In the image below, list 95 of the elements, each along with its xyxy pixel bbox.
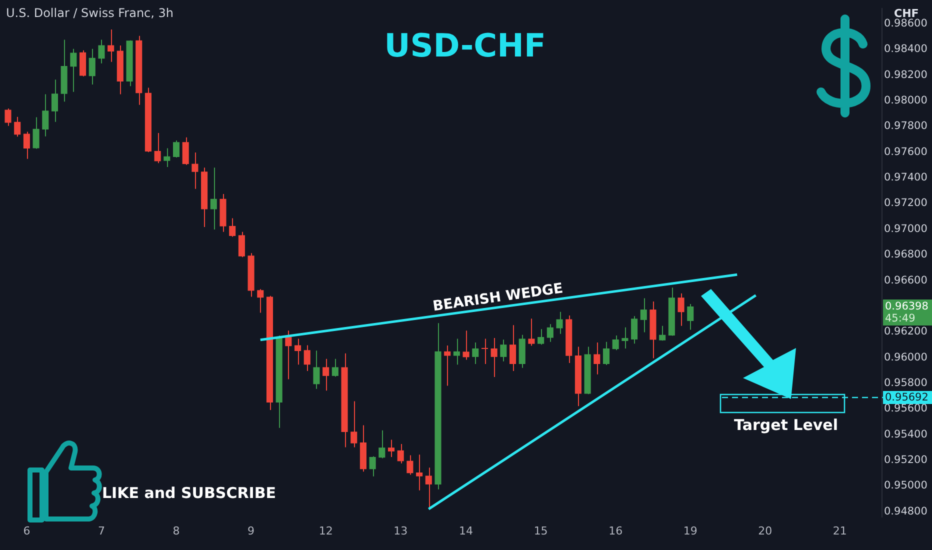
candlestick: [42, 94, 49, 137]
y-tick-label: 0.97000: [884, 222, 928, 235]
candlestick: [285, 330, 292, 380]
candlestick: [406, 454, 414, 476]
chart-subtitle: U.S. Dollar / Swiss Franc, 3h: [6, 6, 174, 20]
candlestick: [164, 148, 170, 168]
candlestick: [678, 292, 684, 326]
candlestick: [51, 79, 58, 122]
candlestick: [659, 325, 666, 342]
x-tick-label: 19: [683, 524, 698, 538]
text: 0.96398: [885, 300, 928, 313]
candlestick: [378, 430, 386, 459]
candlestick: [70, 48, 77, 92]
candlestick: [490, 338, 498, 378]
y-tick-label: 0.96800: [884, 248, 928, 261]
candlestick: [304, 344, 310, 372]
candlestick: [108, 28, 114, 62]
candlestick: [602, 341, 610, 366]
y-tick-label: 0.95400: [884, 428, 928, 440]
y-tick-label: 0.96600: [884, 274, 928, 286]
candlestick: [416, 454, 423, 491]
candlestick: [612, 334, 619, 351]
candlestick: [546, 324, 554, 342]
candlestick: [453, 338, 460, 366]
candlestick: [622, 326, 628, 349]
candlestick: [23, 131, 30, 160]
y-tick-label: 0.96000: [884, 351, 928, 364]
candlestick: [640, 298, 647, 333]
candlestick: [369, 456, 376, 477]
candlestick: [481, 338, 488, 364]
y-tick-label: 0.95000: [884, 480, 928, 492]
candlestick: [14, 116, 21, 138]
annotation: LIKE and SUBSCRIBE: [102, 484, 276, 502]
candlestick: [510, 324, 516, 372]
candlestick: [538, 328, 544, 346]
candlestick: [350, 400, 358, 448]
x-tick-label: 13: [394, 524, 408, 538]
ref-line-label: 0.95692: [885, 392, 928, 404]
candlestick: [397, 443, 404, 464]
annotation: Target Level: [734, 416, 838, 434]
candlestick: [229, 218, 236, 238]
candlestick: [182, 136, 189, 166]
candlestick: [210, 167, 217, 230]
x-tick-label: 7: [98, 524, 105, 538]
candlestick: [631, 316, 638, 344]
y-tick-label: 0.95600: [884, 402, 928, 415]
candlestick: [500, 339, 507, 362]
candlestick: [238, 231, 245, 258]
y-axis-title: CHF: [894, 6, 919, 20]
candlestick: [192, 152, 198, 190]
candlestick: [98, 39, 105, 64]
y-tick-label: 0.98200: [884, 68, 928, 81]
candlestick: [172, 140, 180, 158]
candlestick: [594, 342, 600, 375]
candlestick: [687, 304, 694, 330]
candlestick: [257, 288, 264, 314]
candlestick: [444, 345, 451, 386]
x-tick-label: 20: [758, 524, 772, 538]
text: 45:49: [885, 312, 916, 325]
candlestick: [556, 311, 563, 334]
candlestick: [313, 350, 320, 390]
y-tick-label: 0.98600: [884, 17, 928, 30]
y-tick-label: 0.94800: [884, 505, 928, 518]
y-tick-label: 0.97800: [884, 120, 928, 132]
candlestick: [472, 342, 479, 364]
candlestick: [528, 318, 535, 346]
candlestick: [462, 330, 470, 360]
y-tick-label: 0.95200: [884, 454, 928, 466]
candlestick: [88, 48, 96, 85]
candlestick: [322, 358, 330, 392]
x-tick-label: 21: [832, 524, 847, 538]
candlestick: [332, 358, 338, 378]
x-tick-label: 6: [23, 524, 30, 538]
candlestick: [80, 50, 86, 77]
x-tick-label: 9: [248, 524, 255, 538]
x-tick-label: 16: [608, 524, 623, 538]
y-tick-label: 0.98000: [884, 94, 928, 106]
y-tick-label: 0.96200: [884, 326, 928, 338]
y-tick-label: 0.97400: [884, 172, 928, 184]
y-tick-label: 0.97600: [884, 146, 928, 158]
annotation: BEARISH WEDGE: [432, 280, 564, 315]
y-tick-label: 0.95800: [884, 376, 928, 389]
y-tick-label: 0.97200: [884, 197, 928, 210]
candlestick: [294, 338, 302, 366]
y-tick-label: 0.98400: [884, 43, 928, 56]
text: USD-CHF: [384, 26, 546, 64]
candlestick: [388, 439, 395, 458]
candlestick: [154, 132, 161, 164]
x-tick-label: 15: [534, 524, 548, 538]
candlestick: [425, 467, 432, 508]
x-tick-label: 8: [172, 524, 180, 538]
x-tick-label: 14: [459, 524, 474, 538]
candlestick: [4, 108, 12, 126]
x-tick-label: 12: [318, 524, 333, 538]
candlestick: [32, 116, 40, 150]
